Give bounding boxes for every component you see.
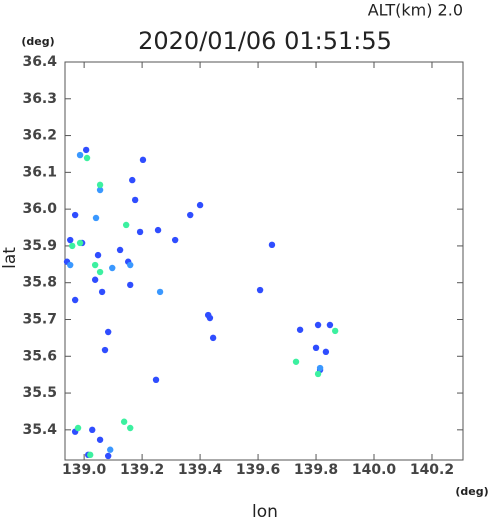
echo-point xyxy=(101,346,109,354)
echo-point xyxy=(67,261,74,269)
y-unit: (deg) xyxy=(21,35,54,48)
y-tick-label: 36.2 xyxy=(22,128,57,144)
echo-point xyxy=(156,288,164,296)
y-tick-label: 36.1 xyxy=(22,164,57,180)
echo-point xyxy=(139,156,147,164)
echo-point xyxy=(104,328,112,336)
echo-point xyxy=(71,296,79,304)
echo-point xyxy=(154,226,162,234)
echo-point xyxy=(107,446,114,453)
altitude: ALT(km) 2.0 xyxy=(368,1,463,20)
echo-point xyxy=(92,214,100,222)
y-tick-label: 35.8 xyxy=(22,275,57,291)
echo-point xyxy=(292,358,300,365)
echo-point xyxy=(74,424,82,432)
echo-point xyxy=(268,241,276,249)
echo-point xyxy=(129,176,136,184)
echo-point xyxy=(187,211,194,219)
echo-point xyxy=(196,201,204,209)
echo-point xyxy=(312,344,320,352)
echo-point xyxy=(76,239,84,247)
echo-point xyxy=(136,228,144,236)
echo-point xyxy=(109,264,116,272)
echo-point xyxy=(83,154,91,162)
echo-point xyxy=(314,321,322,329)
echo-point xyxy=(316,364,324,372)
y-tick-label: 35.9 xyxy=(22,238,57,254)
echo-point xyxy=(82,146,90,154)
x-tick-label: 139.8 xyxy=(294,462,338,478)
echo-point xyxy=(94,251,102,259)
echo-point xyxy=(131,196,139,204)
echo-point xyxy=(96,436,104,443)
echo-point xyxy=(122,221,130,229)
echo-point xyxy=(96,186,104,194)
echo-point xyxy=(87,451,94,459)
echo-point xyxy=(71,211,79,219)
echo-point xyxy=(104,452,112,460)
x-unit: (deg) xyxy=(455,485,488,498)
echo-point xyxy=(127,424,134,432)
y-tick-label: 35.5 xyxy=(22,385,57,401)
y-axis-label: lat xyxy=(0,247,20,269)
echo-point xyxy=(89,426,96,434)
echo-point xyxy=(96,268,104,276)
echo-point xyxy=(204,311,212,319)
echo-point xyxy=(127,281,134,289)
x-tick-label: 139.4 xyxy=(178,462,223,478)
echo-point xyxy=(326,321,334,329)
x-tick-label: 139.6 xyxy=(236,462,280,478)
echo-point xyxy=(152,376,160,384)
x-tick-label: 140.0 xyxy=(352,462,397,478)
echo-point xyxy=(322,348,330,356)
chart-title: 2020/01/06 01:51:55 xyxy=(138,27,392,55)
echo-point xyxy=(127,261,134,269)
echo-point xyxy=(76,151,84,159)
echo-point xyxy=(96,181,104,189)
echo-point xyxy=(331,327,339,335)
y-tick-label: 35.6 xyxy=(22,348,57,364)
echo-point xyxy=(69,242,76,250)
echo-point xyxy=(116,246,124,254)
x-axis-label: lon xyxy=(252,502,278,521)
echo-point xyxy=(98,288,106,296)
echo-point xyxy=(256,286,264,294)
x-tick-label: 139.0 xyxy=(62,462,107,478)
y-tick-label: 35.7 xyxy=(22,311,57,327)
x-tick-label: 139.2 xyxy=(120,462,164,478)
echo-point xyxy=(67,236,74,244)
echo-point xyxy=(91,276,99,283)
y-tick-label: 36.3 xyxy=(22,91,57,107)
echo-point xyxy=(91,261,99,269)
echo-point xyxy=(314,370,322,378)
x-tick-label: 140.2 xyxy=(410,462,454,478)
echo-point xyxy=(171,236,179,244)
echo-point xyxy=(296,326,304,333)
y-tick-label: 36.0 xyxy=(22,201,57,217)
echo-point xyxy=(120,418,128,425)
y-tick-label: 35.4 xyxy=(22,422,57,438)
y-tick-label: 36.4 xyxy=(22,54,57,70)
echo-point xyxy=(209,334,217,342)
